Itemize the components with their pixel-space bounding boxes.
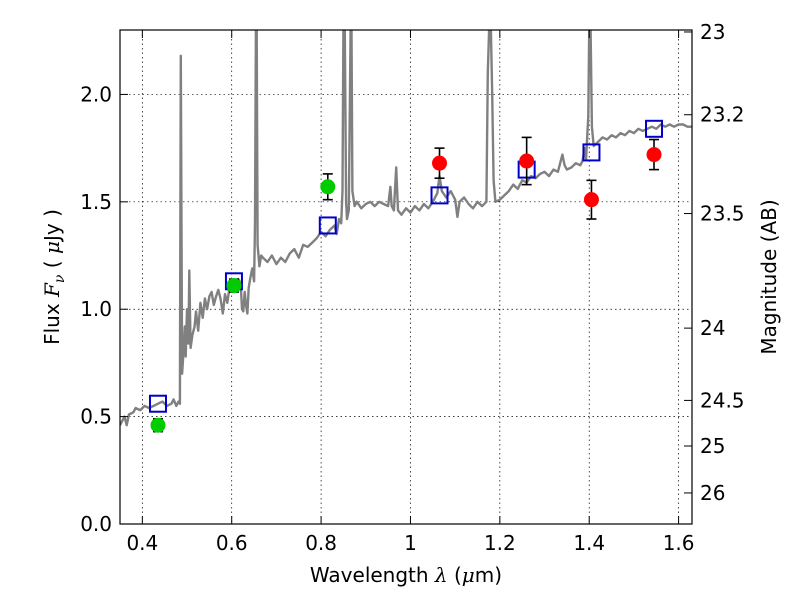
y2-tick-label: 26 [700, 481, 725, 505]
photometry-point [150, 417, 166, 433]
photometry-point [646, 147, 662, 163]
photometry-point [519, 153, 535, 169]
y-tick-label: 1.5 [80, 190, 112, 214]
y-tick-label: 0.5 [80, 405, 112, 429]
x-tick-label: 1.4 [573, 531, 605, 555]
photometry-point [432, 155, 448, 171]
y-tick-label: 2.0 [80, 82, 112, 106]
x-tick-label: 1.2 [484, 531, 516, 555]
photometry-point [583, 192, 599, 208]
y2-axis-label: Magnitude (AB) [757, 199, 781, 354]
model-square-marker [582, 143, 601, 162]
photometry-point [320, 179, 336, 195]
y2-tick-label: 23.5 [700, 202, 745, 226]
y2-tick-label: 23 [700, 20, 725, 44]
y-tick-label: 1.0 [80, 297, 112, 321]
y2-tick-label: 24.5 [700, 388, 745, 412]
y2-tick-label: 23.2 [700, 103, 745, 127]
y2-tick-label: 25 [700, 434, 725, 458]
tick-layer: 0.4 0.6 0.8 1 1.2 1.4 1.6 0.0 0.5 1.0 1.5 2.0 23 23.2… [80, 20, 744, 555]
x-tick-label: 1.6 [663, 531, 695, 555]
x-tick-label: 0.6 [216, 531, 248, 555]
series-layer [120, 30, 692, 433]
grid [120, 30, 692, 525]
x-tick-label: 0.8 [305, 531, 337, 555]
x-tick-label: 1 [404, 531, 417, 555]
y-tick-label: 0.0 [80, 512, 112, 536]
model-square-marker [148, 394, 167, 413]
photometry-point [226, 278, 242, 294]
y2-tick-label: 24 [700, 316, 725, 340]
y-axis-label: Flux Fν ( μJy ) [40, 209, 68, 345]
plot-frame [119, 29, 693, 525]
spectrum-line [120, 30, 692, 427]
x-axis-label: Wavelength λ (μm) [310, 563, 502, 587]
model-square-marker [318, 216, 337, 235]
model-square-marker [430, 186, 449, 205]
x-tick-label: 0.4 [126, 531, 158, 555]
model-square-marker [645, 119, 664, 138]
